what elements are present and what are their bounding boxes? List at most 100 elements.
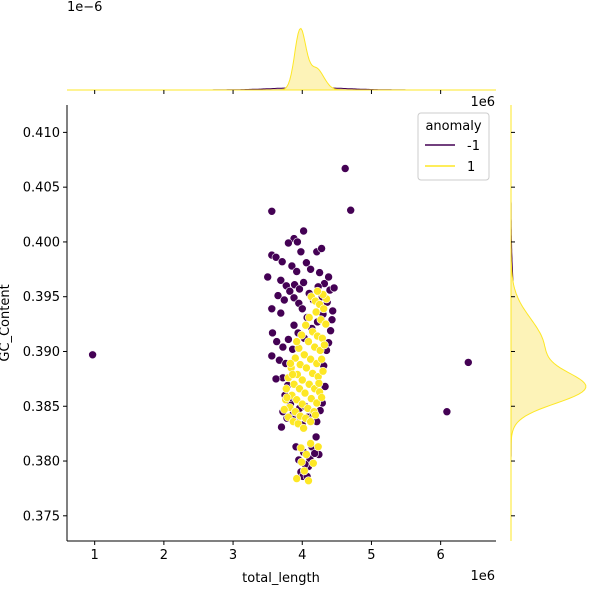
scatter-point-anomaly-1 <box>313 286 322 296</box>
scatter-point-anomaly-neg1 <box>268 328 277 338</box>
y-tick-label: 0.385 <box>23 400 60 415</box>
x-axis-label: total_length <box>242 571 320 586</box>
x-tick-label: 3 <box>229 548 237 563</box>
scatter-point-anomaly-1 <box>308 458 318 468</box>
right-kde-anomaly-1 <box>510 105 587 541</box>
scatter-point-anomaly-neg1 <box>289 293 299 303</box>
scatter-point-anomaly-neg1 <box>329 283 339 293</box>
scatter-point-anomaly-neg1 <box>278 342 288 352</box>
x-tick-label: 2 <box>160 548 168 563</box>
scatter-point-anomaly-1 <box>318 366 328 376</box>
scatter-point-anomaly-1 <box>297 457 306 467</box>
legend-label-anomaly-neg1: -1 <box>467 139 480 154</box>
y-tick-label: 0.375 <box>23 509 60 524</box>
scatter-point-anomaly-1 <box>302 363 311 373</box>
scatter-point-anomaly-1 <box>279 405 289 414</box>
scatter-point-anomaly-neg1 <box>273 291 283 300</box>
scatter-point-anomaly-1 <box>306 439 315 448</box>
scatter-point-anomaly-1 <box>320 340 329 350</box>
y-tick-label: 0.380 <box>23 455 60 470</box>
scatter-point-anomaly-neg1 <box>442 407 452 417</box>
scatter-point-anomaly-1 <box>312 398 322 408</box>
right-marginal-kde <box>510 105 587 541</box>
scatter-point-anomaly-neg1 <box>263 272 273 282</box>
scatter-point-anomaly-neg1 <box>299 278 308 287</box>
scatter-point-anomaly-1 <box>319 304 329 314</box>
main-scatter-axes <box>66 105 496 542</box>
scatter-point-anomaly-neg1 <box>327 315 337 325</box>
scatter-point-anomaly-1 <box>304 476 313 486</box>
scatter-point-anomaly-neg1 <box>267 351 277 361</box>
scatter-point-anomaly-1 <box>290 353 300 363</box>
x-tick-label: 1 <box>91 548 99 563</box>
scatter-point-anomaly-neg1 <box>463 358 473 367</box>
scatter-point-anomaly-1 <box>313 442 323 452</box>
scatter-point-anomaly-neg1 <box>328 306 338 316</box>
top-kde-anomaly-1 <box>67 27 496 91</box>
scatter-point-anomaly-1 <box>311 307 321 317</box>
y-tick-label: 0.395 <box>23 290 60 305</box>
scatter-point-anomaly-1 <box>321 319 331 329</box>
scatter-point-anomaly-1 <box>301 320 311 330</box>
axis-ticks: 1 2 3 4 5 6 0.375 0.380 0.385 0.390 0.395 0.400 0.40… <box>23 90 515 563</box>
scatter-point-anomaly-1 <box>306 354 315 364</box>
scatter-point-anomaly-neg1 <box>289 320 299 330</box>
scatter-point-anomaly-1 <box>297 330 306 340</box>
scatter-point-anomaly-neg1 <box>297 304 307 314</box>
legend-frame <box>417 112 490 181</box>
scatter-point-anomaly-neg1 <box>284 238 293 248</box>
scatter-point-anomaly-neg1 <box>310 449 320 458</box>
scatter-point-anomaly-neg1 <box>276 308 286 318</box>
scatter-point-anomaly-neg1 <box>284 335 293 344</box>
legend: anomaly -1 1 <box>417 112 490 181</box>
scatter-point-anomaly-neg1 <box>277 422 286 432</box>
top-marginal-offset-label: 1e−6 <box>67 0 102 15</box>
scatter-point-anomaly-1 <box>297 375 307 385</box>
scatter-point-anomaly-neg1 <box>271 374 281 384</box>
x-axis-offset-label: 1e6 <box>470 569 495 584</box>
x-tick-label: 6 <box>437 548 445 563</box>
scatter-point-anomaly-1 <box>304 313 314 322</box>
scatter-point-anomaly-neg1 <box>324 272 333 282</box>
scatter-point-anomaly-1 <box>302 450 311 459</box>
scatter-point-anomaly-neg1 <box>287 261 297 271</box>
y-tick-label: 0.400 <box>23 235 60 250</box>
scatter-point-anomaly-neg1 <box>295 284 304 294</box>
scatter-point-anomaly-neg1 <box>346 205 356 215</box>
y-tick-label: 0.405 <box>23 181 60 196</box>
right-marginal-offset-label: 1e6 <box>470 95 495 110</box>
scatter-point-anomaly-neg1 <box>277 257 287 267</box>
scatter-point-anomaly-1 <box>299 466 309 476</box>
y-tick-label: 0.390 <box>23 345 60 360</box>
x-tick-label: 5 <box>367 548 375 563</box>
scatter-point-anomaly-neg1 <box>276 275 286 285</box>
scatter-point-anomaly-1 <box>292 474 302 483</box>
scatter-point-anomaly-1 <box>314 378 324 388</box>
scatter-point-anomaly-neg1 <box>272 337 282 346</box>
scatter-point-anomaly-1 <box>281 384 291 394</box>
scatter-point-anomaly-neg1 <box>326 326 335 336</box>
scatter-point-anomaly-1 <box>299 350 309 360</box>
top-marginal-kde <box>67 27 496 91</box>
scatter-point-anomaly-neg1 <box>340 164 350 173</box>
scatter-point-anomaly-neg1 <box>292 267 302 276</box>
scatter-point-anomaly-1 <box>292 337 302 346</box>
scatter-point-anomaly-neg1 <box>296 247 306 257</box>
y-tick-label: 0.410 <box>23 126 60 141</box>
scatter-point-anomaly-1 <box>306 417 315 426</box>
legend-label-anomaly-1: 1 <box>467 160 475 175</box>
scatter-point-anomaly-neg1 <box>279 295 289 305</box>
scatter-point-anomaly-neg1 <box>285 286 295 296</box>
scatter-point-anomaly-1 <box>304 337 313 346</box>
scatter-point-anomaly-1 <box>282 393 292 402</box>
scatter-point-anomaly-neg1 <box>267 207 277 216</box>
scatter-point-anomaly-neg1 <box>88 350 97 360</box>
scatter-point-anomaly-neg1 <box>317 244 326 253</box>
scatter-point-anomaly-neg1 <box>315 268 324 277</box>
y-axis-label: GC_Content <box>0 284 13 361</box>
scatter-point-anomaly-1 <box>317 354 326 364</box>
scatter-point-anomaly-neg1 <box>299 226 308 236</box>
scatter-point-anomaly-neg1 <box>302 258 311 268</box>
